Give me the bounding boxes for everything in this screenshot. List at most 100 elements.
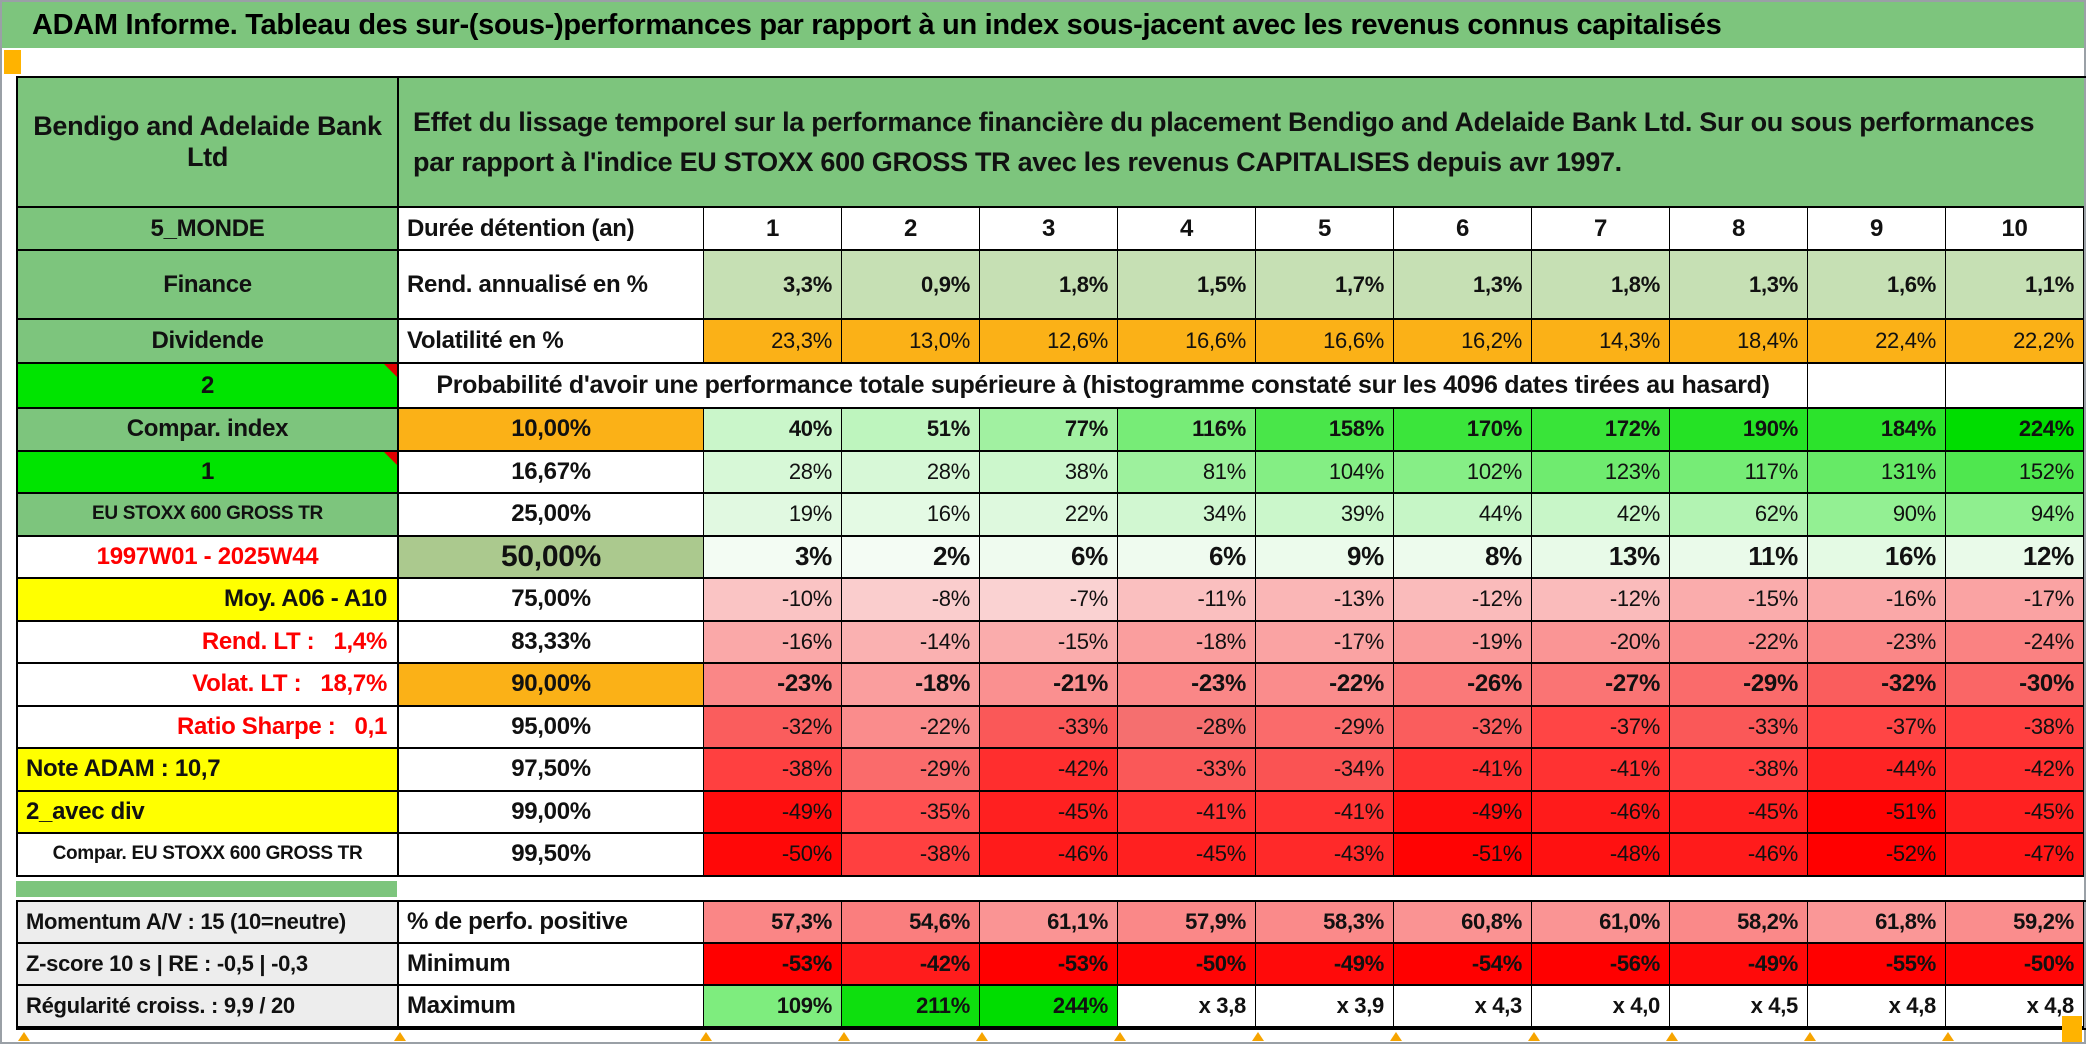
data-cell[interactable]: 104% (1256, 451, 1394, 494)
data-cell[interactable]: 12,6% (980, 320, 1118, 364)
row-label[interactable]: Ratio Sharpe : 0,1 (18, 706, 399, 749)
data-cell[interactable]: -38% (704, 749, 842, 792)
data-cell[interactable]: -44% (1808, 749, 1946, 792)
data-cell[interactable]: 44% (1394, 494, 1532, 537)
row-param[interactable]: 99,50% (399, 834, 704, 877)
data-cell[interactable]: -46% (980, 834, 1118, 877)
data-cell[interactable]: 61,8% (1808, 901, 1946, 944)
data-cell[interactable]: 3% (704, 536, 842, 579)
data-cell[interactable]: -42% (842, 943, 980, 986)
data-cell[interactable]: 1,6% (1808, 251, 1946, 320)
data-cell[interactable]: 16,6% (1118, 320, 1256, 364)
data-cell[interactable]: -23% (704, 664, 842, 707)
data-cell[interactable]: 7 (1532, 208, 1670, 251)
data-cell[interactable]: 184% (1808, 409, 1946, 452)
data-cell[interactable]: -33% (1670, 706, 1808, 749)
data-cell[interactable]: 244% (980, 985, 1118, 1028)
data-cell[interactable]: 54,6% (842, 901, 980, 944)
data-cell[interactable]: 3,3% (704, 251, 842, 320)
data-cell[interactable]: 1 (704, 208, 842, 251)
data-cell[interactable]: -12% (1532, 579, 1670, 622)
data-cell[interactable]: -55% (1808, 943, 1946, 986)
data-cell[interactable]: -8% (842, 579, 980, 622)
data-cell[interactable]: -28% (1118, 706, 1256, 749)
data-cell[interactable]: 152% (1946, 451, 2084, 494)
data-cell[interactable]: -17% (1256, 621, 1394, 664)
data-cell[interactable]: 158% (1256, 409, 1394, 452)
data-cell[interactable]: -38% (1670, 749, 1808, 792)
row-param[interactable]: % de perfo. positive (399, 901, 704, 944)
data-cell[interactable]: 1,7% (1256, 251, 1394, 320)
data-cell[interactable]: 22,4% (1808, 320, 1946, 364)
data-cell[interactable]: 10 (1946, 208, 2084, 251)
data-cell[interactable]: 39% (1256, 494, 1394, 537)
data-cell[interactable]: 131% (1808, 451, 1946, 494)
data-cell[interactable]: 59,2% (1946, 901, 2084, 944)
data-cell[interactable]: -18% (1118, 621, 1256, 664)
data-cell[interactable]: -22% (842, 706, 980, 749)
row-param[interactable]: Volatilité en % (399, 320, 704, 364)
data-cell[interactable]: -41% (1532, 749, 1670, 792)
data-cell[interactable]: 102% (1394, 451, 1532, 494)
data-cell[interactable]: -32% (1394, 706, 1532, 749)
row-label[interactable]: Moy. A06 - A10 (18, 579, 399, 622)
data-cell[interactable]: 60,8% (1394, 901, 1532, 944)
data-cell[interactable]: -23% (1808, 621, 1946, 664)
row-param[interactable]: 83,33% (399, 621, 704, 664)
data-cell[interactable]: 62% (1670, 494, 1808, 537)
data-cell[interactable]: 34% (1118, 494, 1256, 537)
data-cell[interactable]: -29% (842, 749, 980, 792)
data-cell[interactable]: 0,9% (842, 251, 980, 320)
data-cell[interactable]: 16,2% (1394, 320, 1532, 364)
data-cell[interactable]: 4 (1118, 208, 1256, 251)
data-cell[interactable]: -14% (842, 621, 980, 664)
data-cell[interactable]: 61,0% (1532, 901, 1670, 944)
row-param[interactable]: 50,00% (399, 536, 704, 579)
data-cell[interactable]: 8% (1394, 536, 1532, 579)
row-label[interactable]: Compar. index (18, 409, 399, 452)
data-cell[interactable]: 13% (1532, 536, 1670, 579)
row-param[interactable]: Rend. annualisé en % (399, 251, 704, 320)
row-param[interactable]: 95,00% (399, 706, 704, 749)
data-cell[interactable]: 8 (1670, 208, 1808, 251)
data-cell[interactable]: 77% (980, 409, 1118, 452)
row-param[interactable]: 90,00% (399, 664, 704, 707)
data-cell[interactable]: -26% (1394, 664, 1532, 707)
data-cell[interactable]: -35% (842, 791, 980, 834)
data-cell[interactable]: -51% (1394, 834, 1532, 877)
data-cell[interactable]: 9 (1808, 208, 1946, 251)
data-cell[interactable]: 22,2% (1946, 320, 2084, 364)
data-cell[interactable]: -20% (1532, 621, 1670, 664)
data-cell[interactable]: -49% (1394, 791, 1532, 834)
data-cell[interactable]: 16% (1808, 536, 1946, 579)
data-cell[interactable]: -10% (704, 579, 842, 622)
data-cell[interactable]: -50% (1118, 943, 1256, 986)
table-description[interactable]: Effet du lissage temporel sur la perform… (399, 78, 2084, 208)
data-cell[interactable]: -50% (1946, 943, 2084, 986)
data-cell[interactable]: -53% (980, 943, 1118, 986)
data-cell[interactable]: -11% (1118, 579, 1256, 622)
data-cell[interactable]: 172% (1532, 409, 1670, 452)
data-cell[interactable]: -32% (1808, 664, 1946, 707)
row-param[interactable]: 16,67% (399, 451, 704, 494)
data-cell[interactable]: -23% (1118, 664, 1256, 707)
data-cell[interactable]: -22% (1670, 621, 1808, 664)
data-cell[interactable]: 2 (842, 208, 980, 251)
row-label[interactable]: Note ADAM : 10,7 (18, 749, 399, 792)
data-cell[interactable]: 38% (980, 451, 1118, 494)
data-cell[interactable]: -17% (1946, 579, 2084, 622)
data-cell[interactable]: -42% (980, 749, 1118, 792)
data-cell[interactable]: -15% (1670, 579, 1808, 622)
data-cell[interactable]: -49% (1670, 943, 1808, 986)
data-cell[interactable]: 61,1% (980, 901, 1118, 944)
probability-caption[interactable]: Probabilité d'avoir une performance tota… (399, 364, 1808, 409)
row-label[interactable]: Momentum A/V : 15 (10=neutre) (18, 901, 399, 944)
data-cell[interactable]: -41% (1118, 791, 1256, 834)
row-label[interactable]: Finance (18, 251, 399, 320)
data-cell[interactable]: -29% (1256, 706, 1394, 749)
row-param[interactable]: 10,00% (399, 409, 704, 452)
data-cell[interactable]: -24% (1946, 621, 2084, 664)
data-cell[interactable]: 2% (842, 536, 980, 579)
data-cell[interactable]: 116% (1118, 409, 1256, 452)
data-cell[interactable]: -34% (1256, 749, 1394, 792)
